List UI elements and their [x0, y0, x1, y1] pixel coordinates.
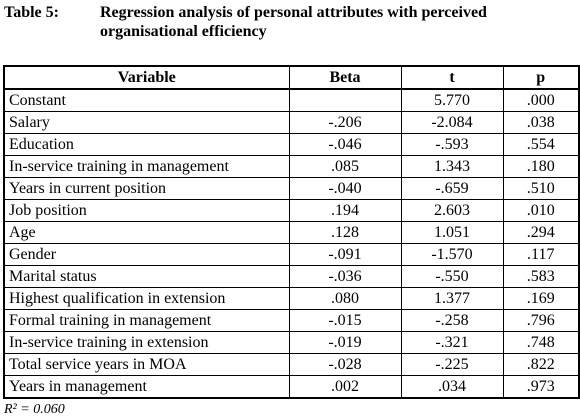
table-row: Highest qualification in extension .080 1.… — [3, 287, 580, 310]
table-row: Age .128 1.051.294 — [3, 221, 580, 244]
cell-t: -.593 — [400, 133, 504, 156]
cell-variable: Age — [3, 221, 290, 244]
column-header-p: p — [502, 65, 580, 90]
cell-p: .510 — [502, 177, 580, 200]
cell-t: -.550 — [400, 265, 504, 288]
table-row: In-service training in extension -.019 -.3… — [3, 331, 580, 354]
cell-t: -.225 — [400, 353, 504, 376]
cell-variable: Total service years in MOA — [3, 353, 290, 376]
cell-t: -2.084 — [400, 111, 504, 134]
cell-p: .038 — [502, 111, 580, 134]
cell-t: 1.051 — [400, 221, 504, 244]
cell-variable: Marital status — [3, 265, 290, 288]
cell-beta: -.206 — [288, 111, 402, 134]
table-row: Total service years in MOA -.028 -.225.822 — [3, 353, 580, 376]
cell-t: 2.603 — [400, 199, 504, 222]
table-title: Regression analysis of personal attribut… — [100, 4, 487, 40]
regression-table: Variable Beta t p Constant 5.770.000 Salar… — [3, 65, 580, 399]
cell-beta: -.046 — [288, 133, 402, 156]
cell-p: .554 — [502, 133, 580, 156]
cell-p: .294 — [502, 221, 580, 244]
cell-p: .583 — [502, 265, 580, 288]
table-row: Salary -.206 -2.084.038 — [3, 111, 580, 134]
cell-p: .822 — [502, 353, 580, 376]
cell-beta: .085 — [288, 155, 402, 178]
table-row: Years in current position -.040 -.659.510 — [3, 177, 580, 200]
table-number: Table 5: — [4, 4, 59, 21]
cell-p: .973 — [502, 375, 580, 399]
cell-t: 1.343 — [400, 155, 504, 178]
cell-p: .180 — [502, 155, 580, 178]
table-header-row: Variable Beta t p — [3, 65, 580, 90]
cell-variable: Years in management — [3, 375, 290, 399]
column-header-variable: Variable — [3, 65, 290, 90]
cell-t: -.258 — [400, 309, 504, 332]
table-row: In-service training in management .085 1.3… — [3, 155, 580, 178]
cell-t: -1.570 — [400, 243, 504, 266]
cell-variable: Salary — [3, 111, 290, 134]
cell-t: .034 — [400, 375, 504, 399]
cell-variable: Constant — [3, 88, 290, 112]
cell-beta: -.019 — [288, 331, 402, 354]
cell-p: .748 — [502, 331, 580, 354]
cell-p: .796 — [502, 309, 580, 332]
cell-beta: -.040 — [288, 177, 402, 200]
cell-t: -.659 — [400, 177, 504, 200]
column-header-beta: Beta — [288, 65, 402, 90]
cell-variable: Gender — [3, 243, 290, 266]
cell-t: 5.770 — [400, 88, 504, 112]
cell-beta — [288, 88, 402, 112]
cell-beta: .080 — [288, 287, 402, 310]
cell-p: .000 — [502, 88, 580, 112]
table-body: Constant 5.770.000 Salary -.206 -2.084.038 Ed… — [3, 88, 580, 399]
table-row: Education -.046 -.593.554 — [3, 133, 580, 156]
table-row: Formal training in management -.015 -.258.… — [3, 309, 580, 332]
table-row: Job position .194 2.603.010 — [3, 199, 580, 222]
cell-variable: In-service training in management — [3, 155, 290, 178]
cell-beta: .128 — [288, 221, 402, 244]
table-row: Years in management .002.034.973 — [3, 375, 580, 399]
cell-variable: Education — [3, 133, 290, 156]
cell-beta: -.036 — [288, 265, 402, 288]
cell-t: -.321 — [400, 331, 504, 354]
table-row: Constant 5.770.000 — [3, 88, 580, 112]
cell-variable: Years in current position — [3, 177, 290, 200]
cell-variable: Highest qualification in extension — [3, 287, 290, 310]
cell-p: .010 — [502, 199, 580, 222]
cell-variable: Formal training in management — [3, 309, 290, 332]
column-header-t: t — [400, 65, 504, 90]
cell-t: 1.377 — [400, 287, 504, 310]
cell-p: .117 — [502, 243, 580, 266]
cell-beta: -.091 — [288, 243, 402, 266]
table-row: Gender -.091 -1.570.117 — [3, 243, 580, 266]
cell-beta: -.015 — [288, 309, 402, 332]
cell-beta: .002 — [288, 375, 402, 399]
cell-beta: -.028 — [288, 353, 402, 376]
cell-beta: .194 — [288, 199, 402, 222]
cell-variable: In-service training in extension — [3, 331, 290, 354]
cell-p: .169 — [502, 287, 580, 310]
table-row: Marital status -.036 -.550.583 — [3, 265, 580, 288]
r-squared-footnote: R² = 0.060 — [4, 402, 65, 417]
cell-variable: Job position — [3, 199, 290, 222]
